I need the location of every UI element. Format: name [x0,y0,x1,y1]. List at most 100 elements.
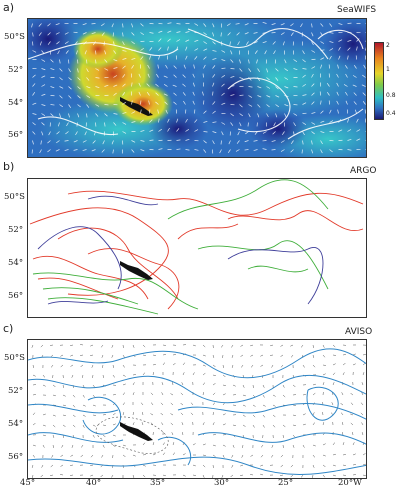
vector-arrow [142,442,146,446]
vector-arrow [163,75,168,78]
vector-arrow [347,118,349,123]
lon-label-35: 35° [150,478,166,488]
vector-arrow [194,119,198,123]
vector-arrow [132,474,135,478]
vector-arrow [290,464,294,468]
vector-arrow [92,404,96,407]
vector-arrow [140,119,144,123]
vector-arrow [253,149,258,151]
vector-arrow [40,140,42,145]
vector-arrow [312,444,316,447]
vector-arrow [302,122,307,125]
vector-arrow [221,83,225,87]
vector-arrow [86,77,90,81]
vector-arrow [101,32,105,36]
vector-arrow [239,122,242,127]
vector-arrow [142,464,146,467]
vector-arrow [77,113,80,118]
vector-arrow [42,424,46,427]
vector-arrow [280,354,284,357]
vector-arrow [262,21,267,24]
vector-arrow [336,73,339,78]
vector-arrow [163,93,168,96]
vector-arrow [104,122,106,127]
colorbar [374,42,384,120]
vector-arrow [194,23,199,26]
vector-arrow [152,453,156,456]
vector-arrow [212,32,215,37]
vector-arrow [262,41,267,44]
vector-arrow [59,77,63,81]
vector-arrow [132,382,135,386]
vector-arrow [275,104,279,108]
vector-arrow [290,23,294,27]
vector-arrow [360,412,364,416]
vector-arrow [302,423,306,426]
vector-arrow [362,101,366,105]
vector-arrow [273,122,276,127]
vector-arrow [312,383,316,386]
vector-arrow [95,68,100,71]
vector-arrow [221,131,224,136]
vector-arrow [311,73,314,78]
lat-label-c-52: 52° [8,386,24,396]
vector-arrow [275,86,279,90]
vector-arrow [266,113,269,118]
vector-arrow [320,57,325,60]
vector-arrow [122,454,126,457]
vector-arrow [347,39,352,42]
vector-arrow [280,344,284,347]
vector-arrow [212,131,217,134]
vector-arrow [239,104,243,108]
vector-arrow [122,122,127,125]
vector-arrow [203,32,207,36]
vector-arrow [50,464,54,468]
vector-arrow [32,50,37,53]
vector-arrow [32,122,36,126]
vector-arrow [302,394,306,396]
vector-arrow [101,454,104,458]
vector-arrow [122,131,127,134]
vector-arrow [173,74,177,78]
vector-arrow [59,68,63,72]
vector-arrow [221,74,226,78]
vector-arrow [156,73,159,78]
vector-arrow [232,444,235,448]
vector-arrow [158,148,163,150]
vector-arrow [320,149,323,154]
vector-arrow [221,92,225,96]
vector-arrow [51,454,54,458]
vector-arrow [311,83,315,87]
vector-arrow [212,50,217,52]
vector-arrow [212,422,215,426]
vector-arrow [131,140,136,143]
vector-arrow [104,113,108,117]
vector-arrow [132,392,135,396]
vector-arrow [59,59,61,64]
vector-arrow [292,384,296,388]
vector-arrow [41,464,44,468]
vector-arrow [40,474,44,478]
vector-arrow [202,382,206,386]
vector-arrow [347,55,349,60]
vector-arrow [172,84,177,87]
vector-arrow [131,82,133,87]
vector-arrow [311,32,314,37]
vector-arrow [32,74,36,78]
vector-arrow [302,50,305,55]
vector-arrow [111,344,114,348]
vector-arrow [242,404,246,407]
vector-arrow [185,55,188,60]
vector-arrow [361,84,366,87]
vector-arrow [272,131,276,135]
vector-arrow [332,464,336,467]
vector-arrow [113,50,117,54]
vector-arrow [52,414,56,417]
vector-arrow [32,92,36,96]
vector-arrow [122,444,126,447]
vector-arrow [60,364,64,368]
vector-arrow [111,354,114,358]
vector-arrow [343,84,348,87]
vector-arrow [202,443,206,446]
vector-arrow [142,474,146,478]
